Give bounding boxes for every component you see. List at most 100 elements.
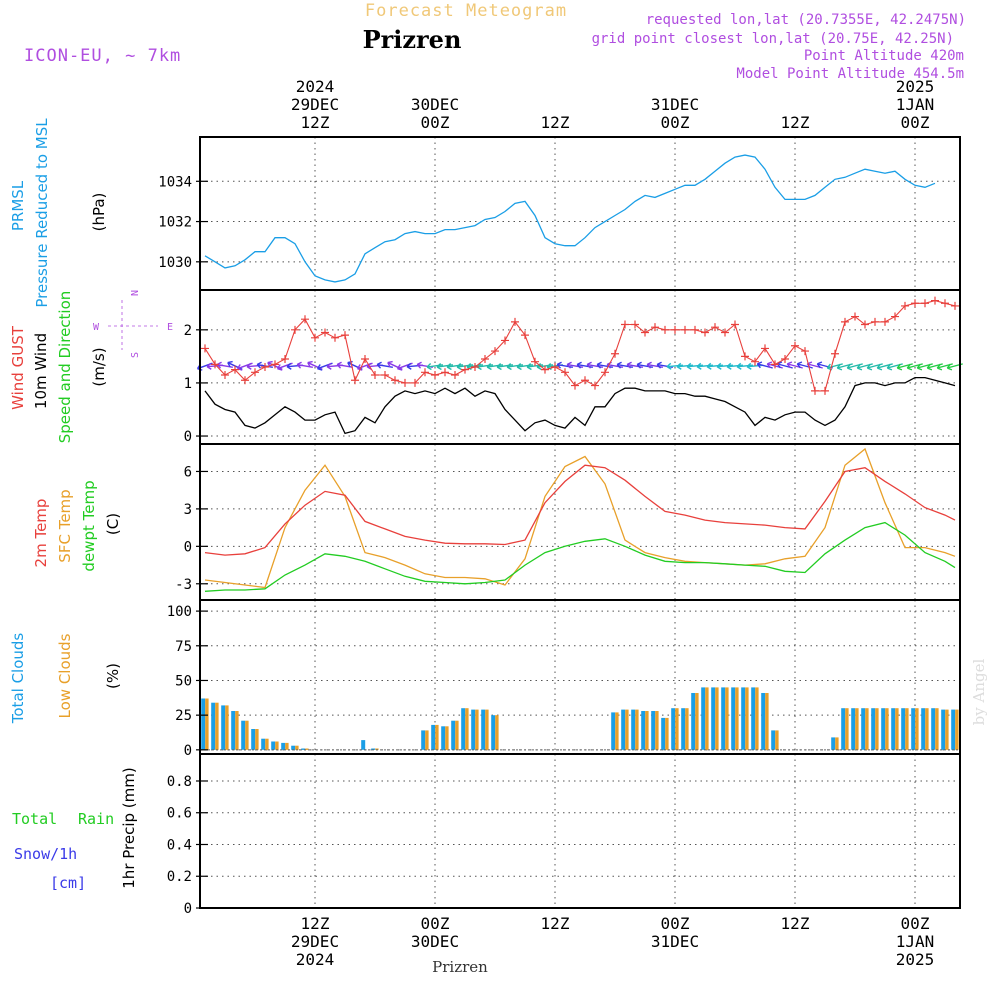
compass-north: N	[130, 290, 141, 296]
bottom-tick-label: 1JAN	[896, 932, 935, 951]
gust-marker	[611, 349, 619, 358]
low-cloud-bar	[775, 730, 779, 750]
gust-marker	[251, 368, 259, 377]
precip-label-unit: 1hr Precip (mm)	[120, 767, 138, 888]
gust-marker	[241, 376, 249, 385]
total-cloud-bar	[921, 708, 926, 750]
total-cloud-bar	[641, 711, 646, 750]
y-tick-label: 1	[184, 376, 192, 392]
gust-marker	[381, 370, 389, 379]
wind-arrow	[486, 363, 504, 371]
low-cloud-bar	[695, 693, 699, 750]
low-cloud-bar	[665, 717, 669, 750]
model-label: ICON-EU, ~ 7km	[24, 46, 181, 66]
gust-marker	[791, 341, 799, 350]
y-tick-label: 0.8	[167, 774, 192, 790]
pressure-grid	[200, 137, 960, 290]
total-cloud-bar	[901, 708, 906, 750]
total-cloud-bar	[271, 741, 276, 750]
gust-marker	[521, 331, 529, 340]
gust-marker	[541, 365, 549, 374]
total-cloud-bar	[951, 709, 956, 750]
total-cloud-bar	[891, 708, 896, 750]
gust-marker	[861, 320, 869, 329]
wind-label-10m: 10m Wind	[32, 333, 50, 409]
bottom-tick-label: 00Z	[661, 914, 690, 933]
total-cloud-bar	[671, 708, 676, 750]
top-tick-label: 12Z	[541, 113, 570, 132]
total-cloud-bar	[711, 687, 716, 750]
total-cloud-bar	[491, 715, 496, 750]
temperature-yticks: -3 0 3 6	[175, 464, 208, 593]
y-tick-label: 100	[167, 604, 192, 620]
low-cloud-bar	[875, 708, 879, 750]
gust-marker	[851, 312, 859, 321]
wind-gust-markers	[201, 296, 959, 395]
low-cloud-bar	[435, 724, 439, 750]
gust-marker	[451, 370, 459, 379]
clouds-label-total: Total Clouds	[9, 633, 27, 725]
low-cloud-bar	[885, 708, 889, 750]
pressure-line	[204, 154, 936, 283]
total-cloud-bar	[941, 709, 946, 750]
gust-marker	[891, 312, 899, 321]
total-cloud-bar	[421, 730, 426, 750]
total-cloud-bar	[261, 738, 266, 750]
low-cloud-bar	[745, 687, 749, 750]
gust-marker	[471, 363, 479, 371]
temp-label-unit: (C)	[104, 513, 122, 535]
gust-marker	[221, 370, 229, 379]
total-cloud-bar	[761, 693, 766, 750]
legend-rain: Rain	[78, 810, 114, 828]
gust-marker	[461, 365, 469, 374]
wind-arrow	[436, 363, 454, 371]
gust-marker	[421, 368, 429, 377]
gust-marker	[561, 368, 569, 377]
dewpoint-line	[204, 521, 956, 592]
low-cloud-bar	[475, 709, 479, 750]
wind-arrow	[526, 363, 544, 371]
gust-marker	[631, 320, 639, 329]
low-cloud-bar	[245, 720, 249, 750]
gust-marker	[711, 323, 719, 332]
top-tick-label: 00Z	[421, 113, 450, 132]
gust-marker	[481, 355, 489, 364]
wind-arrow	[376, 361, 394, 369]
low-cloud-bar	[305, 748, 309, 750]
total-cloud-bar	[461, 708, 466, 750]
gust-marker	[801, 347, 809, 356]
gust-marker	[591, 381, 599, 390]
total-cloud-bar	[201, 698, 206, 750]
total-cloud-bar	[441, 726, 446, 750]
temperature-frame	[199, 443, 961, 601]
gust-marker	[201, 344, 209, 353]
low-cloud-bar	[845, 708, 849, 750]
supertitle: Forecast Meteogram	[365, 1, 567, 21]
gust-marker	[301, 315, 309, 324]
low-cloud-bar	[285, 742, 289, 750]
wind-yticks: 0 1 2	[184, 323, 208, 445]
gust-marker	[621, 320, 629, 329]
wind-arrow	[626, 361, 644, 369]
total-cloud-bar	[251, 729, 256, 750]
temp-label-dew: dewpt Temp	[80, 480, 98, 571]
total-cloud-bar	[881, 708, 886, 750]
top-tick-label: 29DEC	[291, 95, 339, 114]
gust-marker	[841, 317, 849, 326]
total-cloud-bar	[691, 693, 696, 750]
gust-marker	[671, 325, 679, 334]
wind-arrow	[736, 362, 754, 370]
wind-arrow	[746, 362, 764, 370]
bottom-tick-label: 30DEC	[411, 932, 459, 951]
pressure-label-prmsl: PRMSL	[9, 180, 27, 231]
gust-marker	[371, 370, 379, 379]
info-line-4: Model Point Altitude 454.5m	[736, 66, 964, 82]
total-cloud-bar	[771, 730, 776, 750]
temp-label-2m: 2m Temp	[32, 499, 50, 568]
low-cloud-bar	[485, 709, 489, 750]
legend-total: Total	[12, 810, 57, 828]
wind-label-unit: (m/s)	[90, 347, 108, 386]
